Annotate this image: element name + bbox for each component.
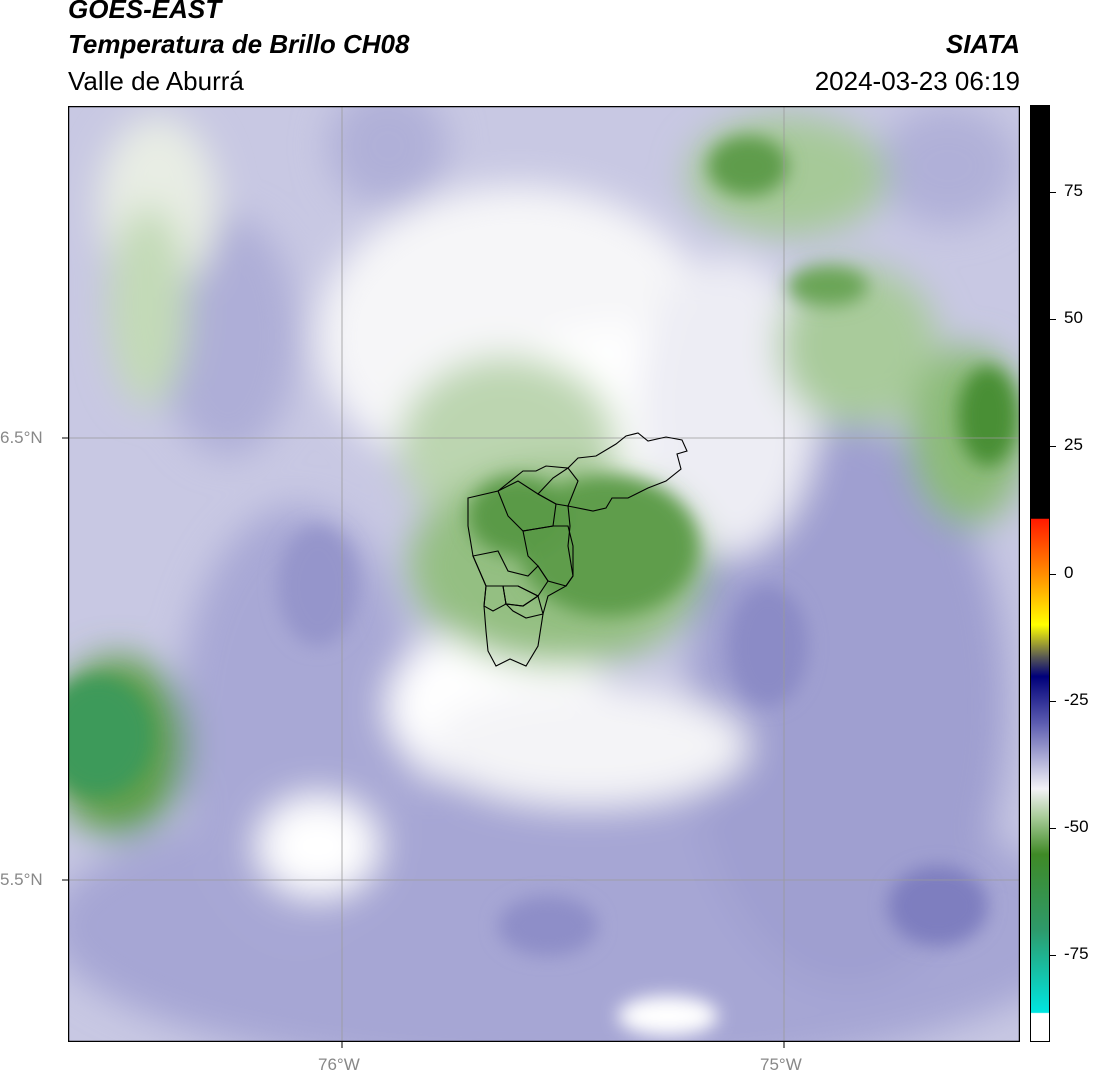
lat-tick-label: 6.5°N [0,428,43,447]
colorbar-tick-mark [1050,191,1056,193]
colorbar-tick-mark [1050,955,1056,957]
colorbar-tick-label: 50 [1064,307,1083,327]
lat-tick-label: 5.5°N [0,870,43,889]
municipal-boundaries [467,432,688,667]
graticule [68,106,1020,1042]
colorbar-tick-mark [1050,700,1056,702]
colorbar-tick-label: -75 [1064,944,1089,964]
colorbar-tick-label: -25 [1064,689,1089,709]
colorbar [1030,105,1050,1042]
map-frame [68,106,1020,1042]
colorbar-tick-mark [1050,318,1056,320]
colorbar-tick-mark [1050,446,1056,448]
colorbar-tick-label: 25 [1064,435,1083,455]
lon-tick-label: 76°W [318,1055,360,1074]
satellite-title: GOES-EAST [68,0,222,24]
lon-tick-label: 75°W [760,1055,802,1074]
colorbar-tick-mark [1050,573,1056,575]
region-subtitle: Valle de Aburrá [68,66,244,96]
product-title: Temperatura de Brillo CH08 [68,29,410,59]
colorbar-tick-label: 0 [1064,562,1074,582]
timestamp-label: 2024-03-23 06:19 [814,66,1020,96]
colorbar-tick-label: 75 [1064,180,1083,200]
colorbar-tick-label: -50 [1064,817,1089,837]
colorbar-tick-mark [1050,828,1056,830]
brightness-temperature-map [68,106,1020,1042]
agency-label: SIATA [945,29,1020,59]
temperature-field [68,106,1020,1042]
axis-ticks [62,437,785,1048]
